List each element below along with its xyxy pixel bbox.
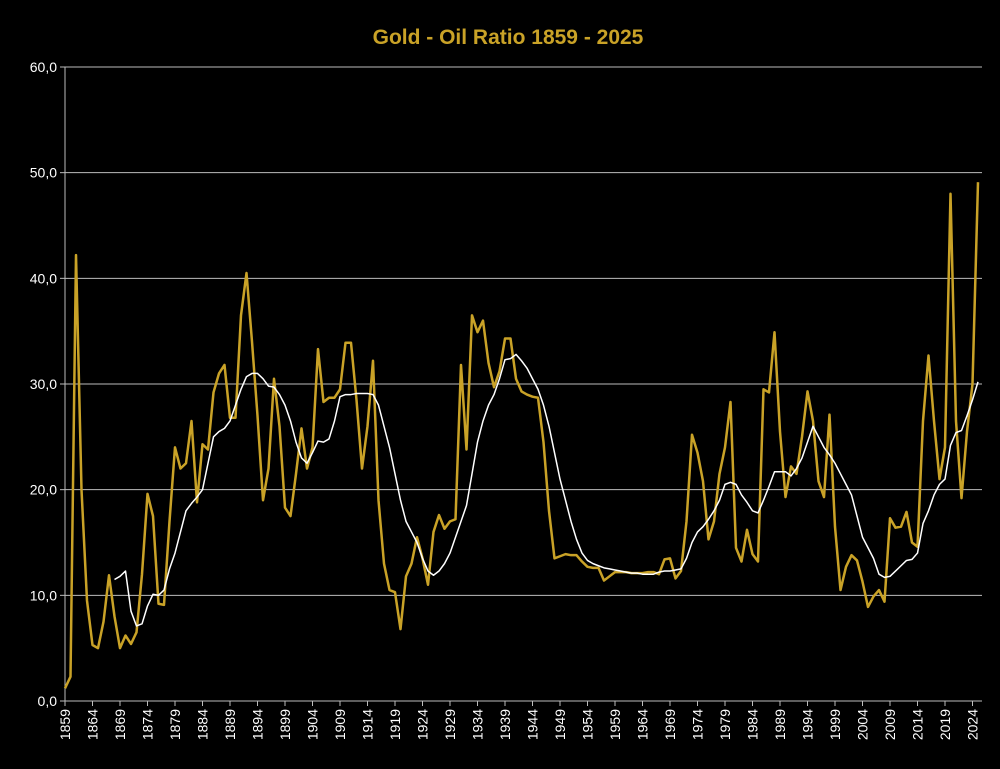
x-tick-label: 1939: [497, 709, 513, 740]
y-tick-label: 20,0: [30, 482, 57, 498]
y-tick-label: 30,0: [30, 376, 57, 392]
x-tick-label: 2019: [937, 709, 953, 740]
y-tick-label: 40,0: [30, 270, 57, 286]
x-tick-label: 1954: [580, 709, 596, 740]
x-tick-label: 1914: [360, 709, 376, 740]
y-tick-label: 10,0: [30, 587, 57, 603]
x-tick-label: 2024: [965, 709, 981, 740]
x-tick-label: 1919: [387, 709, 403, 740]
x-tick-label: 1974: [690, 709, 706, 740]
x-tick-label: 1994: [800, 709, 816, 740]
x-tick-label: 1944: [525, 709, 541, 740]
x-tick-label: 1964: [635, 709, 651, 740]
x-tick-label: 1889: [222, 709, 238, 740]
x-tick-label: 1879: [167, 709, 183, 740]
x-tick-label: 1989: [772, 709, 788, 740]
x-tick-label: 1869: [112, 709, 128, 740]
x-tick-label: 1904: [305, 709, 321, 740]
x-tick-label: 1924: [415, 709, 431, 740]
x-tick-label: 1894: [250, 709, 266, 740]
x-tick-label: 1899: [277, 709, 293, 740]
y-tick-label: 50,0: [30, 165, 57, 181]
x-tick-label: 1949: [552, 709, 568, 740]
x-tick-label: 1959: [607, 709, 623, 740]
x-tick-label: 1884: [195, 709, 211, 740]
x-tick-label: 1909: [332, 709, 348, 740]
x-tick-label: 1929: [442, 709, 458, 740]
series-line: [114, 353, 979, 627]
x-tick-label: 1934: [470, 709, 486, 740]
chart-title: Gold - Oil Ratio 1859 - 2025: [373, 26, 644, 49]
x-tick-label: 1969: [662, 709, 678, 740]
x-tick-label: 1874: [140, 709, 156, 740]
y-tick-label: 60,0: [30, 59, 57, 75]
x-tick-label: 2004: [855, 709, 871, 740]
series-line: [63, 182, 980, 689]
x-tick-label: 1999: [827, 709, 843, 740]
x-tick-label: 1864: [85, 709, 101, 740]
x-tick-label: 1979: [717, 709, 733, 740]
x-tick-label: 1859: [57, 709, 73, 740]
x-tick-label: 2009: [882, 709, 898, 740]
x-tick-label: 2014: [910, 709, 926, 740]
y-tick-label: 0,0: [38, 693, 58, 709]
x-tick-label: 1984: [745, 709, 761, 740]
